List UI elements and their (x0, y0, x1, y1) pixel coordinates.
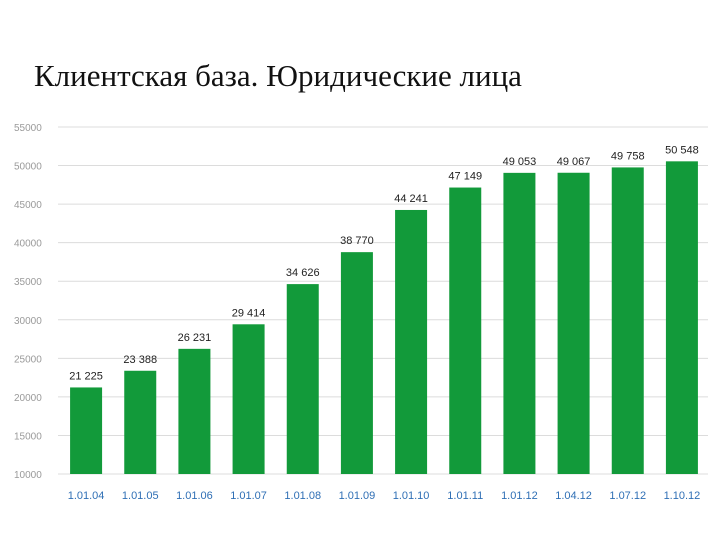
x-axis-ticks: 1.01.04 1.01.05 1.01.06 1.01.07 1.01.08 1.01.… (68, 490, 701, 502)
x-tick-label: 1.10.12 (664, 490, 701, 502)
data-label: 23 388 (123, 354, 157, 366)
bar (395, 209, 428, 474)
bar (340, 252, 373, 474)
x-tick-label: 1.01.05 (122, 490, 159, 502)
x-tick-label: 1.01.08 (284, 490, 321, 502)
data-label: 26 231 (178, 332, 212, 344)
y-tick-label: 40000 (14, 239, 42, 250)
data-label: 38 770 (340, 235, 374, 247)
x-tick-label: 1.07.12 (609, 490, 646, 502)
data-label: 50 548 (665, 144, 699, 156)
data-label: 21 225 (69, 370, 103, 382)
y-tick-label: 50000 (14, 162, 42, 173)
bar (178, 348, 211, 474)
y-axis-ticks: 10000 15000 20000 25000 30000 35000 40000 45000… (14, 123, 42, 481)
x-tick-label: 1.01.12 (501, 490, 538, 502)
x-tick-label: 1.01.06 (176, 490, 213, 502)
slide-title: Клиентская база. Юридические лица (34, 58, 522, 93)
x-tick-label: 1.01.07 (230, 490, 267, 502)
data-label: 34 626 (286, 267, 320, 279)
bar (449, 187, 482, 475)
bar (286, 284, 319, 474)
data-labels: 21 225 23 388 26 231 29 414 34 626 38 770 44 2… (69, 144, 698, 382)
data-label: 44 241 (394, 193, 428, 205)
bar (665, 161, 698, 474)
data-label: 49 067 (557, 156, 591, 168)
y-tick-label: 45000 (14, 200, 42, 211)
data-label: 49 758 (611, 150, 645, 162)
gridlines (58, 126, 708, 475)
data-label: 49 053 (503, 156, 537, 168)
bar (611, 167, 644, 475)
data-label: 47 149 (448, 171, 482, 183)
bar (70, 387, 103, 474)
bar (557, 172, 590, 475)
y-tick-label: 55000 (14, 123, 42, 134)
data-label: 29 414 (232, 307, 266, 319)
y-tick-label: 25000 (14, 354, 42, 365)
x-tick-label: 1.01.04 (68, 490, 105, 502)
x-tick-label: 1.01.11 (447, 490, 483, 502)
y-tick-label: 10000 (14, 470, 42, 481)
y-tick-label: 15000 (14, 431, 42, 442)
bar (503, 172, 536, 474)
x-tick-label: 1.01.10 (393, 490, 430, 502)
x-tick-label: 1.04.12 (555, 490, 592, 502)
x-tick-label: 1.01.09 (339, 490, 376, 502)
bars (70, 161, 698, 475)
bar (124, 370, 157, 474)
bar (232, 324, 265, 474)
y-tick-label: 20000 (14, 393, 42, 404)
y-tick-label: 35000 (14, 277, 42, 288)
y-tick-label: 30000 (14, 316, 42, 327)
